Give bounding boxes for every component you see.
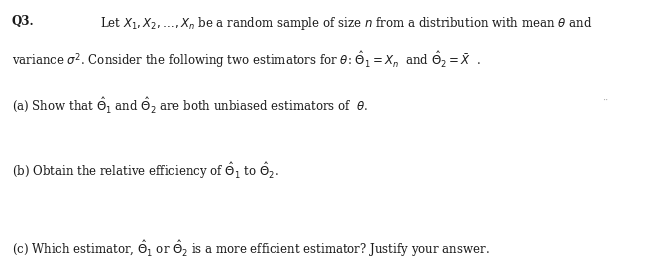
Text: Let $X_1,X_2,\ldots,X_n$ be a random sample of size $n$ from a distribution with: Let $X_1,X_2,\ldots,X_n$ be a random sam… — [100, 15, 593, 32]
Text: (c) Which estimator, $\hat{\Theta}_1$ or $\hat{\Theta}_2$ is a more efficient es: (c) Which estimator, $\hat{\Theta}_1$ or… — [12, 238, 489, 259]
Text: variance $\sigma^2$. Consider the following two estimators for $\theta$: $\hat{\: variance $\sigma^2$. Consider the follow… — [12, 49, 480, 70]
Text: (a) Show that $\hat{\Theta}_1$ and $\hat{\Theta}_2$ are both unbiased estimators: (a) Show that $\hat{\Theta}_1$ and $\hat… — [12, 96, 368, 115]
Text: (b) Obtain the relative efficiency of $\hat{\Theta}_1$ to $\hat{\Theta}_2$.: (b) Obtain the relative efficiency of $\… — [12, 160, 278, 181]
Text: ··: ·· — [602, 96, 608, 105]
Text: Q3.: Q3. — [12, 15, 34, 28]
